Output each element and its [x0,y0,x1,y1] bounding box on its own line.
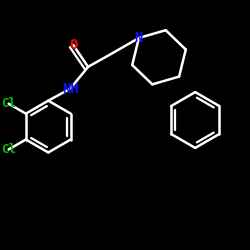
Text: O: O [69,38,77,52]
Text: Cl: Cl [1,143,16,156]
Text: N: N [135,31,143,45]
Text: NH: NH [62,82,78,96]
Text: Cl: Cl [1,97,16,110]
